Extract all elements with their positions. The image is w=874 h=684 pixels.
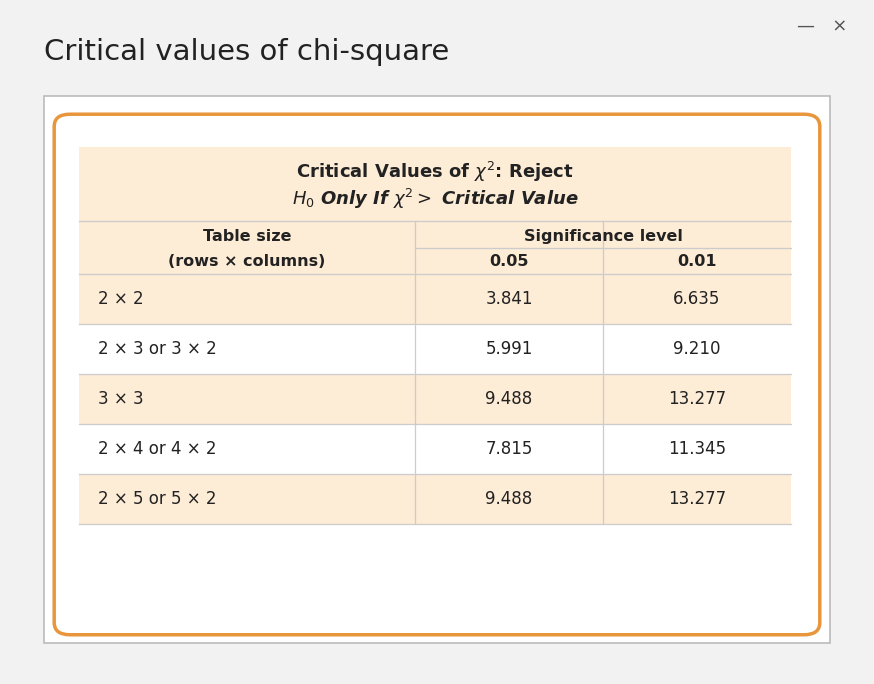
Text: Critical Values of $\chi^2$: Reject: Critical Values of $\chi^2$: Reject [296,159,573,184]
Bar [79,274,791,324]
Text: —   ×: — × [797,17,848,35]
FancyBboxPatch shape [54,114,820,635]
Text: 2 × 5 or 5 × 2: 2 × 5 or 5 × 2 [98,490,217,508]
Text: 9.488: 9.488 [485,390,533,408]
Text: 0.05: 0.05 [489,254,529,269]
Text: 9.210: 9.210 [673,340,721,358]
Text: 9.488: 9.488 [485,490,533,508]
Text: 13.277: 13.277 [668,490,726,508]
Text: Significance level: Significance level [524,229,683,244]
Text: 2 × 2: 2 × 2 [98,290,143,308]
Bar [79,374,791,424]
Text: 11.345: 11.345 [668,440,726,458]
Bar [79,147,791,221]
Text: 3.841: 3.841 [485,290,533,308]
Bar [79,221,791,274]
Text: 13.277: 13.277 [668,390,726,408]
Text: 2 × 3 or 3 × 2: 2 × 3 or 3 × 2 [98,340,217,358]
Bar [44,96,830,643]
Text: Table size: Table size [203,229,291,244]
Text: 5.991: 5.991 [485,340,533,358]
Text: 7.815: 7.815 [485,440,533,458]
Bar [79,474,791,524]
Text: 0.01: 0.01 [677,254,717,269]
Text: $H_0$ Only If $\chi^2 >$ Critical Value: $H_0$ Only If $\chi^2 >$ Critical Value [292,187,578,211]
Text: (rows × columns): (rows × columns) [168,254,326,269]
Text: 2 × 4 or 4 × 2: 2 × 4 or 4 × 2 [98,440,217,458]
Bar [79,424,791,474]
Bar [79,324,791,374]
Text: 6.635: 6.635 [673,290,721,308]
Text: 3 × 3: 3 × 3 [98,390,143,408]
Text: Critical values of chi-square: Critical values of chi-square [44,38,449,66]
